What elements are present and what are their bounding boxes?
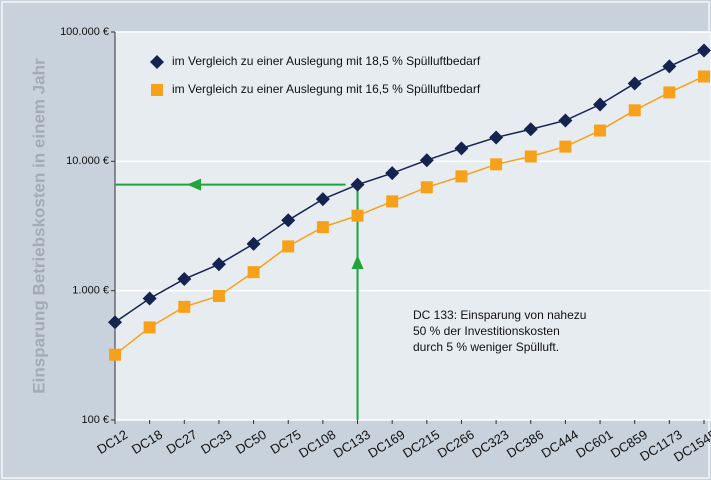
- point: [524, 150, 537, 163]
- point: [593, 97, 608, 112]
- point: [211, 257, 226, 272]
- series-line: [114, 49, 705, 323]
- point: [386, 195, 399, 208]
- y-tick-label: 100.000 €: [60, 26, 109, 38]
- point: [385, 166, 400, 181]
- point: [150, 55, 164, 69]
- point: [662, 59, 677, 74]
- point: [212, 289, 225, 302]
- arrow-head: [351, 255, 364, 269]
- point: [315, 192, 330, 207]
- annotation: durch 5 % weniger Spülluft.: [413, 340, 559, 354]
- point: [109, 348, 121, 361]
- point: [281, 213, 296, 228]
- y-tick-label: 10.000 €: [66, 155, 109, 167]
- point: [246, 236, 261, 251]
- point: [247, 266, 260, 279]
- point: [454, 141, 469, 156]
- y-axis-label: Einsparung Betriebskosten in einem Jahr: [29, 58, 48, 394]
- point: [178, 300, 191, 313]
- point: [663, 86, 676, 99]
- legend-label: im Vergleich zu einer Auslegung mit 16,5…: [172, 82, 481, 96]
- point: [627, 76, 642, 91]
- point: [142, 291, 157, 306]
- point: [490, 158, 503, 171]
- point: [628, 104, 641, 117]
- point: [151, 84, 163, 96]
- point: [420, 181, 433, 194]
- point: [697, 43, 711, 58]
- annotation: DC 133: Einsparung von nahezu: [413, 308, 586, 322]
- legend-label: im Vergleich zu einer Auslegung mit 18,5…: [172, 54, 481, 68]
- point: [523, 122, 538, 137]
- point: [282, 240, 295, 253]
- annotation: 50 % der Investitionskosten: [413, 324, 560, 338]
- arrow-head: [187, 178, 201, 191]
- point: [108, 315, 122, 330]
- point: [489, 130, 504, 145]
- point: [177, 272, 192, 287]
- point: [143, 321, 156, 334]
- point: [558, 113, 573, 128]
- y-tick-label: 100 €: [81, 414, 109, 426]
- y-tick-label: 1.000 €: [72, 285, 109, 297]
- point: [698, 70, 710, 83]
- point: [594, 124, 607, 137]
- point: [350, 177, 365, 192]
- point: [455, 170, 468, 183]
- point: [316, 221, 329, 234]
- point: [351, 209, 364, 222]
- point: [559, 140, 572, 153]
- point: [419, 153, 434, 168]
